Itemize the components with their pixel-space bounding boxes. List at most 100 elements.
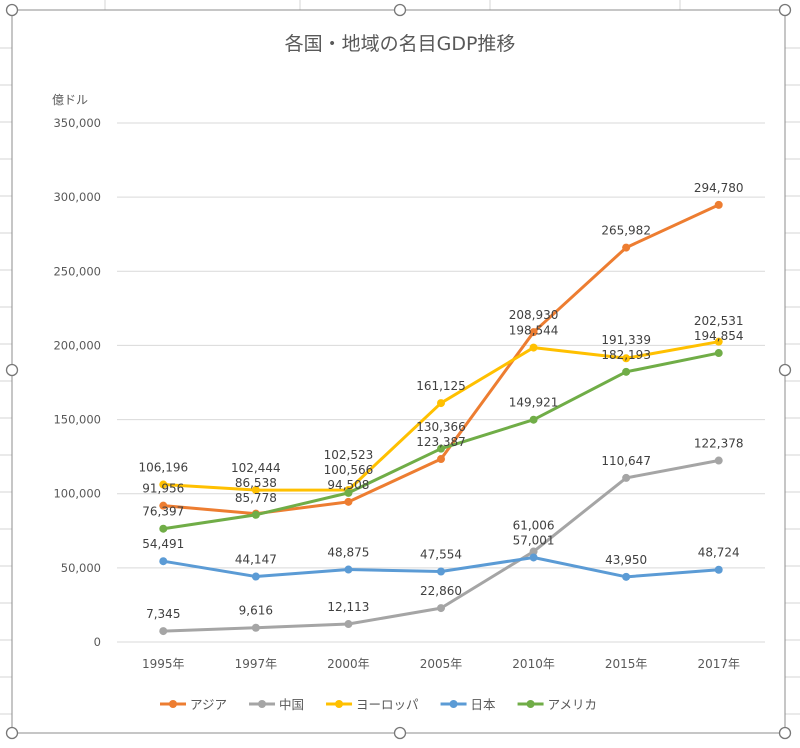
resize-handle[interactable] <box>5 363 19 377</box>
data-label: 9,616 <box>239 604 273 618</box>
legend-dot-marker <box>449 700 458 708</box>
series-lines <box>159 200 723 636</box>
data-point <box>622 243 631 252</box>
legend-dot-marker <box>335 700 344 708</box>
y-tick-label: 250,000 <box>53 264 101 278</box>
legend-item: アメリカ <box>517 697 597 712</box>
x-tick-label: 1997年 <box>235 657 278 671</box>
data-point <box>622 367 631 376</box>
data-point <box>437 455 445 464</box>
data-label: 85,778 <box>235 491 277 505</box>
series-日本 <box>159 553 723 581</box>
x-tick-label: 2010年 <box>512 657 555 671</box>
legend-item: アジア <box>160 697 227 712</box>
data-point <box>714 456 723 465</box>
data-label: 130,366 <box>416 420 466 434</box>
chart-title: 各国・地域の名目GDP推移 <box>285 33 516 55</box>
data-point <box>159 557 168 566</box>
data-point <box>437 399 445 408</box>
data-point <box>251 486 260 495</box>
chart-frame[interactable] <box>11 9 786 734</box>
data-point <box>529 328 538 337</box>
series-中国 <box>159 456 723 636</box>
data-label: 110,647 <box>601 454 651 468</box>
data-point <box>344 497 353 506</box>
y-axis-ticks: 0 50,000 100,000 150,000 200,000 250,000 300,0… <box>53 116 101 649</box>
legend-item: 日本 <box>440 697 496 712</box>
data-point <box>714 565 723 574</box>
x-tick-label: 2017年 <box>697 657 740 671</box>
data-point <box>437 604 445 613</box>
x-tick-label: 2000年 <box>327 657 370 671</box>
resize-handle[interactable] <box>393 3 407 17</box>
data-point <box>714 200 723 209</box>
data-point <box>529 553 538 562</box>
data-point <box>251 623 260 632</box>
series-ヨーロッパ <box>159 337 723 495</box>
resize-handle[interactable] <box>5 3 19 17</box>
legend-item: ヨーロッパ <box>326 697 419 712</box>
data-label: 122,378 <box>694 437 744 451</box>
legend-dot-marker <box>526 700 535 708</box>
data-label: 102,523 <box>324 448 374 462</box>
data-label: 182,193 <box>601 348 651 362</box>
data-label: 47,554 <box>420 547 462 561</box>
y-tick-label: 150,000 <box>53 413 101 427</box>
spreadsheet-background-grid <box>0 0 800 715</box>
legend-dot-marker <box>258 700 267 708</box>
data-label: 106,196 <box>138 461 188 475</box>
data-label: 91,956 <box>142 482 184 496</box>
data-label: 123,387 <box>416 435 466 449</box>
legend-item: 中国 <box>249 697 304 712</box>
data-label: 44,147 <box>235 553 277 567</box>
resize-handles <box>5 3 792 740</box>
data-point <box>529 415 538 424</box>
data-point <box>159 524 168 533</box>
data-label: 61,006 <box>513 518 555 532</box>
legend-label: アジア <box>190 697 227 712</box>
data-point <box>622 473 631 482</box>
data-point <box>622 354 631 363</box>
data-point <box>437 444 445 453</box>
gridlines <box>117 122 765 643</box>
data-label: 100,566 <box>324 463 374 477</box>
y-tick-label: 50,000 <box>61 561 101 575</box>
legend-dot-marker <box>169 700 177 708</box>
data-label: 22,860 <box>420 584 462 598</box>
data-label: 161,125 <box>416 379 466 393</box>
data-label: 194,854 <box>694 329 744 343</box>
data-label: 43,950 <box>605 553 647 567</box>
data-label: 48,875 <box>327 546 369 560</box>
resize-handle[interactable] <box>5 726 19 740</box>
data-point <box>159 627 168 636</box>
data-point <box>622 572 631 581</box>
y-tick-label: 200,000 <box>53 338 101 352</box>
resize-handle[interactable] <box>778 726 792 740</box>
data-point <box>159 501 168 510</box>
data-point <box>344 620 353 629</box>
data-point <box>251 572 260 581</box>
data-label: 265,982 <box>601 224 651 238</box>
data-label: 12,113 <box>327 600 369 614</box>
data-point <box>714 349 723 358</box>
series-アメリカ <box>159 349 723 533</box>
data-labels: 7,345 54,491 76,397 91,956 106,196 9,616 44,14… <box>138 181 743 621</box>
y-tick-label: 350,000 <box>53 116 101 130</box>
y-tick-label: 100,000 <box>53 487 101 501</box>
data-point <box>437 567 445 576</box>
x-axis-ticks: 1995年 1997年 2000年 2005年 2010年 2015年 2017年 <box>142 657 740 671</box>
data-label: 294,780 <box>694 181 744 195</box>
resize-handle[interactable] <box>778 363 792 377</box>
data-point <box>344 488 353 497</box>
data-label: 94,508 <box>327 478 369 492</box>
data-label: 48,724 <box>698 546 740 560</box>
x-tick-label: 2005年 <box>420 657 463 671</box>
data-point <box>529 547 538 556</box>
data-label: 54,491 <box>142 537 184 551</box>
data-label: 57,001 <box>513 533 555 547</box>
data-label: 7,345 <box>146 607 180 621</box>
resize-handle[interactable] <box>778 3 792 17</box>
resize-handle[interactable] <box>393 726 407 740</box>
x-tick-label: 1995年 <box>142 657 185 671</box>
data-label: 191,339 <box>601 333 651 347</box>
